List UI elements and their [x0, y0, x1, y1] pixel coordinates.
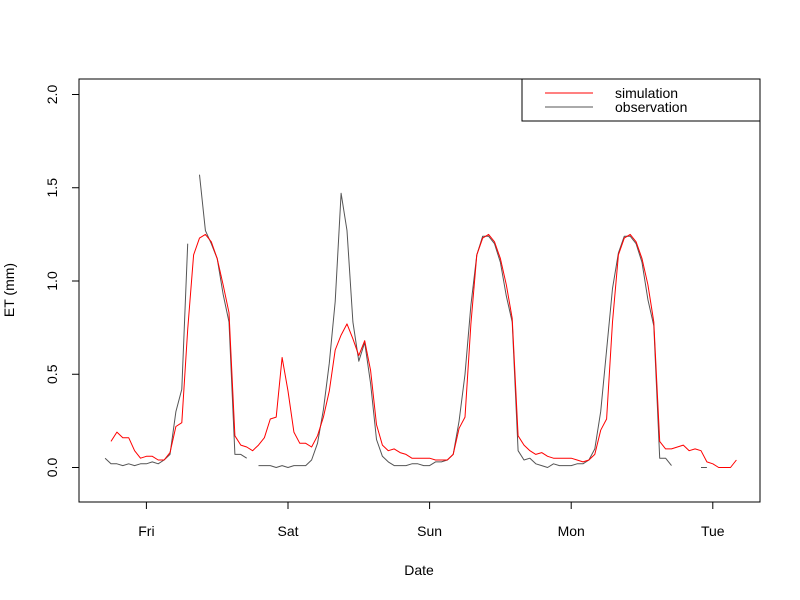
- x-tick-label: Sun: [417, 523, 442, 539]
- y-axis: 0.0 0.5 1.0 1.5 2.0: [44, 85, 80, 478]
- legend-label-observation: observation: [615, 99, 687, 115]
- y-axis-title: ET (mm): [1, 263, 17, 317]
- x-axis: Fri Sat Sun Mon Tue: [138, 501, 725, 539]
- y-tick-label: 1.5: [44, 178, 60, 198]
- y-tick-label: 1.0: [44, 271, 60, 291]
- legend: simulation observation: [521, 78, 761, 122]
- x-axis-title: Date: [404, 562, 434, 578]
- observation-line-segment: [258, 192, 672, 468]
- x-tick-label: Mon: [558, 523, 585, 539]
- plot-frame: [78, 78, 761, 503]
- x-tick-label: Tue: [701, 523, 725, 539]
- y-tick-label: 0.5: [44, 364, 60, 384]
- x-tick-label: Fri: [138, 523, 154, 539]
- simulation-line: [110, 233, 737, 468]
- observation-line-segment: [199, 174, 247, 459]
- legend-label-simulation: simulation: [615, 85, 678, 101]
- legend-box: [521, 78, 761, 122]
- y-tick-label: 2.0: [44, 85, 60, 105]
- series-layer: [104, 174, 737, 468]
- x-tick-label: Sat: [277, 523, 298, 539]
- y-tick-label: 0.0: [44, 458, 60, 478]
- observation-line-segment: [104, 243, 189, 467]
